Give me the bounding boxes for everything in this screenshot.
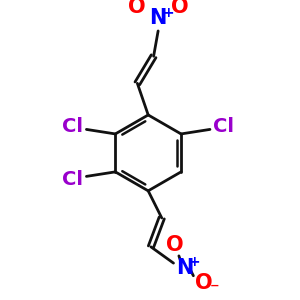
Text: ⁻: ⁻ bbox=[210, 281, 220, 299]
Text: Cl: Cl bbox=[213, 117, 234, 136]
Text: Cl: Cl bbox=[62, 169, 83, 189]
Text: Cl: Cl bbox=[62, 117, 83, 136]
Text: O: O bbox=[171, 0, 189, 17]
Text: N: N bbox=[176, 258, 193, 278]
Text: +: + bbox=[188, 255, 200, 269]
Text: +: + bbox=[162, 6, 174, 20]
Text: N: N bbox=[149, 8, 167, 28]
Text: O: O bbox=[128, 0, 145, 17]
Text: O: O bbox=[195, 273, 213, 293]
Text: O: O bbox=[167, 235, 184, 255]
